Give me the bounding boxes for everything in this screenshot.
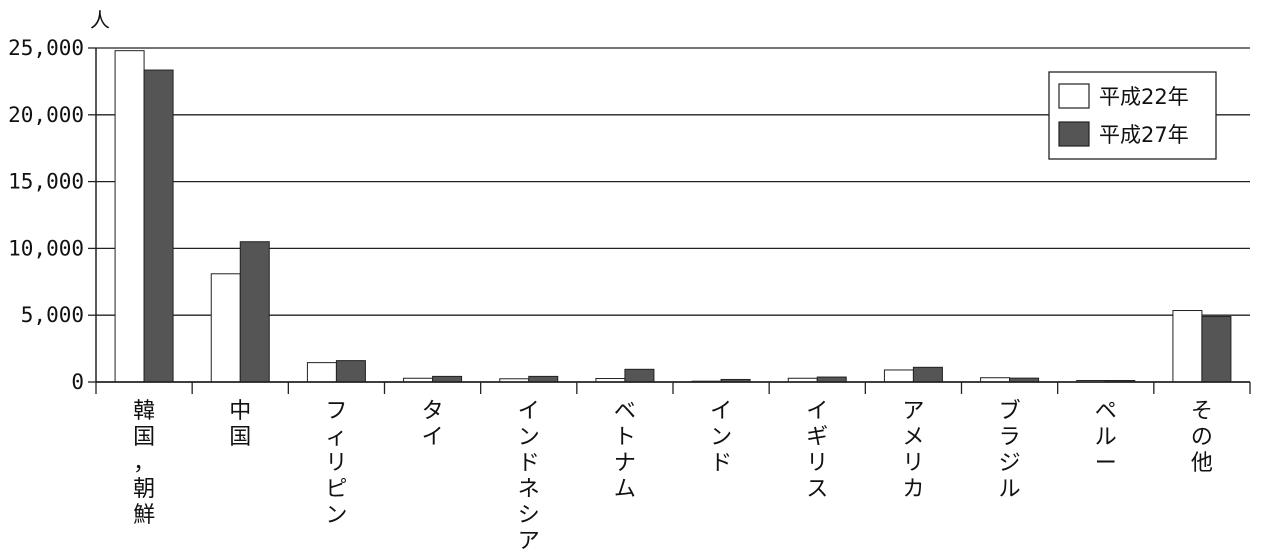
category-label: アメリカ — [902, 399, 924, 502]
y-tick-label: 15,000 — [8, 170, 84, 194]
category-label: その他 — [1191, 399, 1213, 476]
bar-h27 — [624, 368, 655, 383]
category-label: タイ — [422, 399, 444, 450]
legend-label: 平成22年 — [1099, 85, 1189, 109]
category-label: ペルー — [1095, 399, 1117, 476]
axes — [95, 48, 1251, 394]
bar-h27 — [1201, 316, 1232, 383]
y-tick-label: 10,000 — [8, 236, 84, 260]
bar-h27 — [143, 69, 174, 383]
category-label: ベトナム — [614, 399, 636, 502]
bars — [114, 50, 1232, 383]
bar-h27 — [239, 241, 270, 383]
category-label: ブラジル — [999, 399, 1021, 502]
bar-h22 — [306, 362, 337, 383]
y-tick-label: 20,000 — [8, 103, 84, 127]
bar-h22 — [883, 369, 914, 383]
category-label: フィリピン — [325, 399, 347, 528]
y-axis-tick-labels: 0 5,000 10,000 15,000 20,000 25,000 — [8, 36, 96, 394]
bar-h27 — [912, 366, 943, 383]
bar-h22 — [1172, 310, 1203, 383]
legend-swatch — [1058, 121, 1090, 147]
bar-h27 — [335, 360, 366, 383]
category-label: イギリス — [806, 399, 828, 502]
category-label: インド — [710, 399, 732, 476]
legend-label: 平成27年 — [1099, 123, 1189, 147]
y-axis-unit-label: 人 — [90, 8, 110, 32]
y-tick-label: 25,000 — [8, 36, 84, 60]
bar-h22 — [114, 50, 145, 383]
bar-h22 — [210, 273, 241, 383]
legend-swatch — [1058, 83, 1090, 109]
x-axis-category-labels: 韓国，朝鮮 中国 フィリピン タイ インドネシア ベトナム インド イギリス アメリカ ブラジル ペ… — [133, 399, 1213, 554]
y-tick-label: 0 — [71, 370, 84, 394]
category-label: 韓国，朝鮮 — [133, 399, 155, 528]
category-label: インドネシア — [518, 399, 540, 554]
category-label: 中国 — [229, 399, 251, 450]
y-tick-label: 5,000 — [21, 303, 84, 327]
